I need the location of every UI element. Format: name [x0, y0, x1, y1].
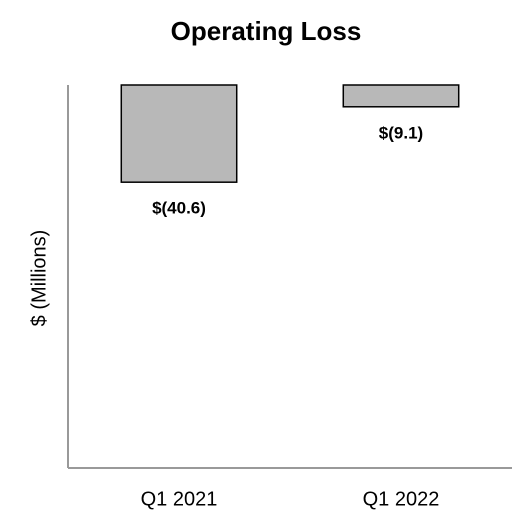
- bar: [342, 84, 460, 108]
- bar: [120, 84, 238, 183]
- x-tick-label: Q1 2021: [141, 488, 218, 510]
- value-label: $(9.1): [379, 123, 423, 142]
- y-axis-label: $ (Millions): [28, 230, 50, 327]
- value-label: $(40.6): [152, 199, 206, 218]
- chart-title: Operating Loss: [171, 16, 362, 46]
- x-tick-label: Q1 2022: [363, 488, 440, 510]
